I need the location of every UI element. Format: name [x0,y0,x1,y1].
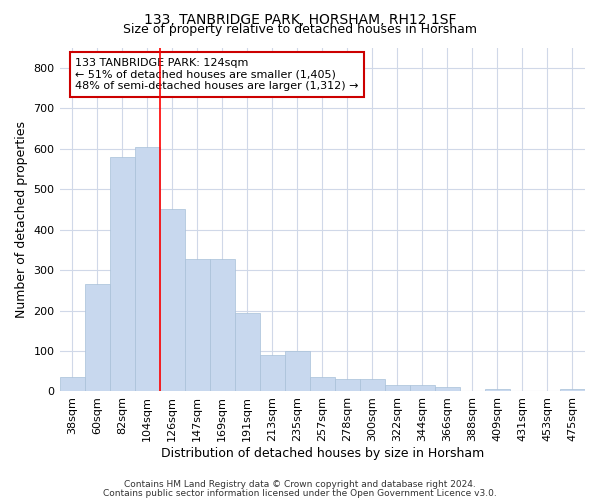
Text: Size of property relative to detached houses in Horsham: Size of property relative to detached ho… [123,22,477,36]
Bar [360,380,385,392]
Bar [209,258,235,392]
Bar [410,386,435,392]
Text: Contains HM Land Registry data © Crown copyright and database right 2024.: Contains HM Land Registry data © Crown c… [124,480,476,489]
Bar [285,351,310,392]
Bar [160,210,185,392]
Bar [485,390,510,392]
Y-axis label: Number of detached properties: Number of detached properties [15,121,28,318]
Bar [185,258,209,392]
Bar [260,355,285,392]
Bar [560,390,585,392]
Bar [435,388,460,392]
Bar [134,146,160,392]
Text: 133, TANBRIDGE PARK, HORSHAM, RH12 1SF: 133, TANBRIDGE PARK, HORSHAM, RH12 1SF [144,12,456,26]
Bar [385,386,410,392]
Bar [110,157,134,392]
Bar [235,312,260,392]
X-axis label: Distribution of detached houses by size in Horsham: Distribution of detached houses by size … [161,447,484,460]
Bar [335,380,360,392]
Bar [85,284,110,392]
Bar [59,378,85,392]
Bar [310,378,335,392]
Text: Contains public sector information licensed under the Open Government Licence v3: Contains public sector information licen… [103,488,497,498]
Text: 133 TANBRIDGE PARK: 124sqm
← 51% of detached houses are smaller (1,405)
48% of s: 133 TANBRIDGE PARK: 124sqm ← 51% of deta… [76,58,359,91]
